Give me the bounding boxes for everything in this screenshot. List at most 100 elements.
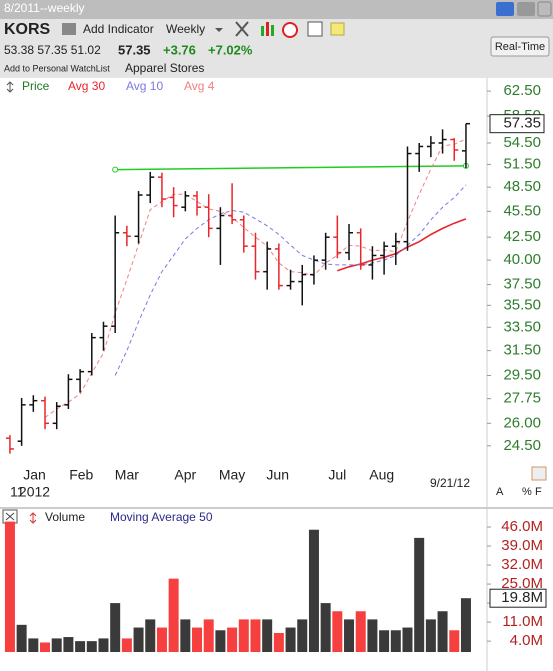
note-icon[interactable]	[330, 22, 345, 36]
tv-icon[interactable]	[517, 2, 535, 16]
volume-bar	[98, 638, 109, 652]
volume-bar	[63, 637, 74, 652]
side-button[interactable]: %	[522, 486, 532, 498]
tools-icon[interactable]	[235, 21, 249, 37]
print-icon[interactable]	[62, 23, 76, 35]
last-date: 9/21/12	[430, 476, 470, 490]
last: 57.35	[118, 42, 151, 57]
y-tick-label: 42.50	[503, 228, 541, 245]
volume-bar	[262, 619, 273, 652]
y-tick-label: 35.50	[503, 296, 541, 313]
last-volume: 19.8M	[501, 589, 543, 606]
volume-bar	[379, 630, 390, 652]
x-tick-label: Mar	[115, 467, 139, 483]
volume-bar	[86, 641, 97, 652]
legend-price: Price	[22, 79, 50, 93]
volume-bar	[51, 638, 62, 652]
y-tick-label: 29.50	[503, 366, 541, 383]
volume-bar	[16, 624, 27, 652]
volume-bar	[156, 627, 167, 652]
volume-bar	[460, 598, 471, 652]
volume-bar	[402, 627, 413, 652]
legend-entry: Avg 10	[126, 79, 163, 93]
volume-bar	[355, 611, 366, 652]
volume-bar	[332, 611, 343, 652]
volume-bar	[425, 619, 436, 652]
y-tick-label: 37.50	[503, 276, 541, 293]
side-button[interactable]: F	[535, 486, 542, 498]
change-pct: +7.02%	[208, 42, 253, 57]
change: +3.76	[163, 42, 196, 57]
bars-icon[interactable]	[261, 26, 264, 36]
period[interactable]: Weekly	[166, 22, 205, 36]
top-bar	[0, 0, 553, 19]
volume-bar	[121, 638, 132, 652]
x-tick-label: Jul	[328, 467, 346, 483]
legend-entry: Avg 30	[68, 79, 105, 93]
volume-bar	[308, 529, 319, 652]
price-panel	[0, 78, 487, 460]
realtime-label[interactable]: Real-Time	[495, 41, 545, 53]
close-x	[5, 512, 15, 521]
y-tick-label: 27.75	[503, 390, 541, 407]
y-tick-label: 40.00	[503, 251, 541, 268]
share-icon[interactable]	[496, 2, 514, 16]
bars-icon	[266, 22, 269, 36]
volume-bar	[320, 603, 331, 652]
volume-bar	[437, 611, 448, 652]
volume-bar	[238, 619, 249, 652]
y-tick-label: 48.50	[503, 178, 541, 195]
side-button[interactable]: L	[509, 486, 515, 498]
volume-bar	[215, 630, 226, 652]
volume-bar	[203, 619, 214, 652]
volume-bar	[285, 627, 296, 652]
x-tick-label: Jun	[266, 467, 289, 483]
grid-icon[interactable]	[307, 21, 323, 37]
y-tick-label: 46.0M	[501, 518, 543, 535]
volume-bar	[75, 641, 86, 652]
x-tick-label: Feb	[69, 467, 93, 483]
legend-volume: Volume	[45, 510, 85, 524]
volume-bar	[414, 537, 425, 652]
side-button[interactable]: A	[496, 486, 504, 498]
clock-icon[interactable]	[282, 22, 298, 38]
volume-bar	[449, 630, 460, 652]
last-price-box	[489, 114, 545, 134]
y-tick-label: 31.50	[503, 342, 541, 359]
pencil-icon[interactable]	[531, 466, 547, 481]
close-icon[interactable]	[537, 1, 552, 17]
last-volume-box	[489, 588, 547, 608]
y-tick-label: 11.0M	[502, 613, 543, 630]
volume-bar	[28, 638, 39, 652]
volume-bar	[250, 619, 261, 652]
y-tick-label: 25.0M	[501, 575, 543, 592]
volume-bar	[40, 642, 51, 652]
y-tick-label: 26.00	[503, 414, 541, 431]
y-tick-label: 24.50	[503, 437, 541, 454]
y-tick-label: 51.50	[503, 155, 541, 172]
volume-bar	[273, 632, 284, 652]
y-tick-label: 39.0M	[501, 537, 543, 554]
watchlist[interactable]: Add to Personal WatchList	[4, 63, 110, 73]
realtime-button[interactable]	[490, 36, 550, 57]
y-tick-label: 4.0M	[510, 632, 543, 649]
x-tick-label: May	[219, 467, 245, 483]
y-tick-label: 54.50	[503, 134, 541, 151]
price-axis-bg	[487, 78, 553, 460]
volume-bar	[390, 630, 401, 652]
range[interactable]: 8/2011--weekly	[4, 1, 84, 15]
legend-icon	[29, 512, 37, 524]
add-indicator[interactable]: Add Indicator	[83, 22, 154, 36]
last-price: 57.35	[503, 115, 541, 132]
x-tick-label: Aug	[369, 467, 394, 483]
symbol: KORS	[4, 21, 51, 38]
legend-icon	[6, 81, 14, 93]
y-tick-label: 62.50	[503, 82, 541, 99]
industry: Apparel Stores	[125, 61, 204, 75]
year-label: 2012	[19, 484, 50, 500]
volume-bar	[168, 578, 179, 652]
legend-entry: Avg 4	[184, 79, 215, 93]
volume-bar	[180, 619, 191, 652]
